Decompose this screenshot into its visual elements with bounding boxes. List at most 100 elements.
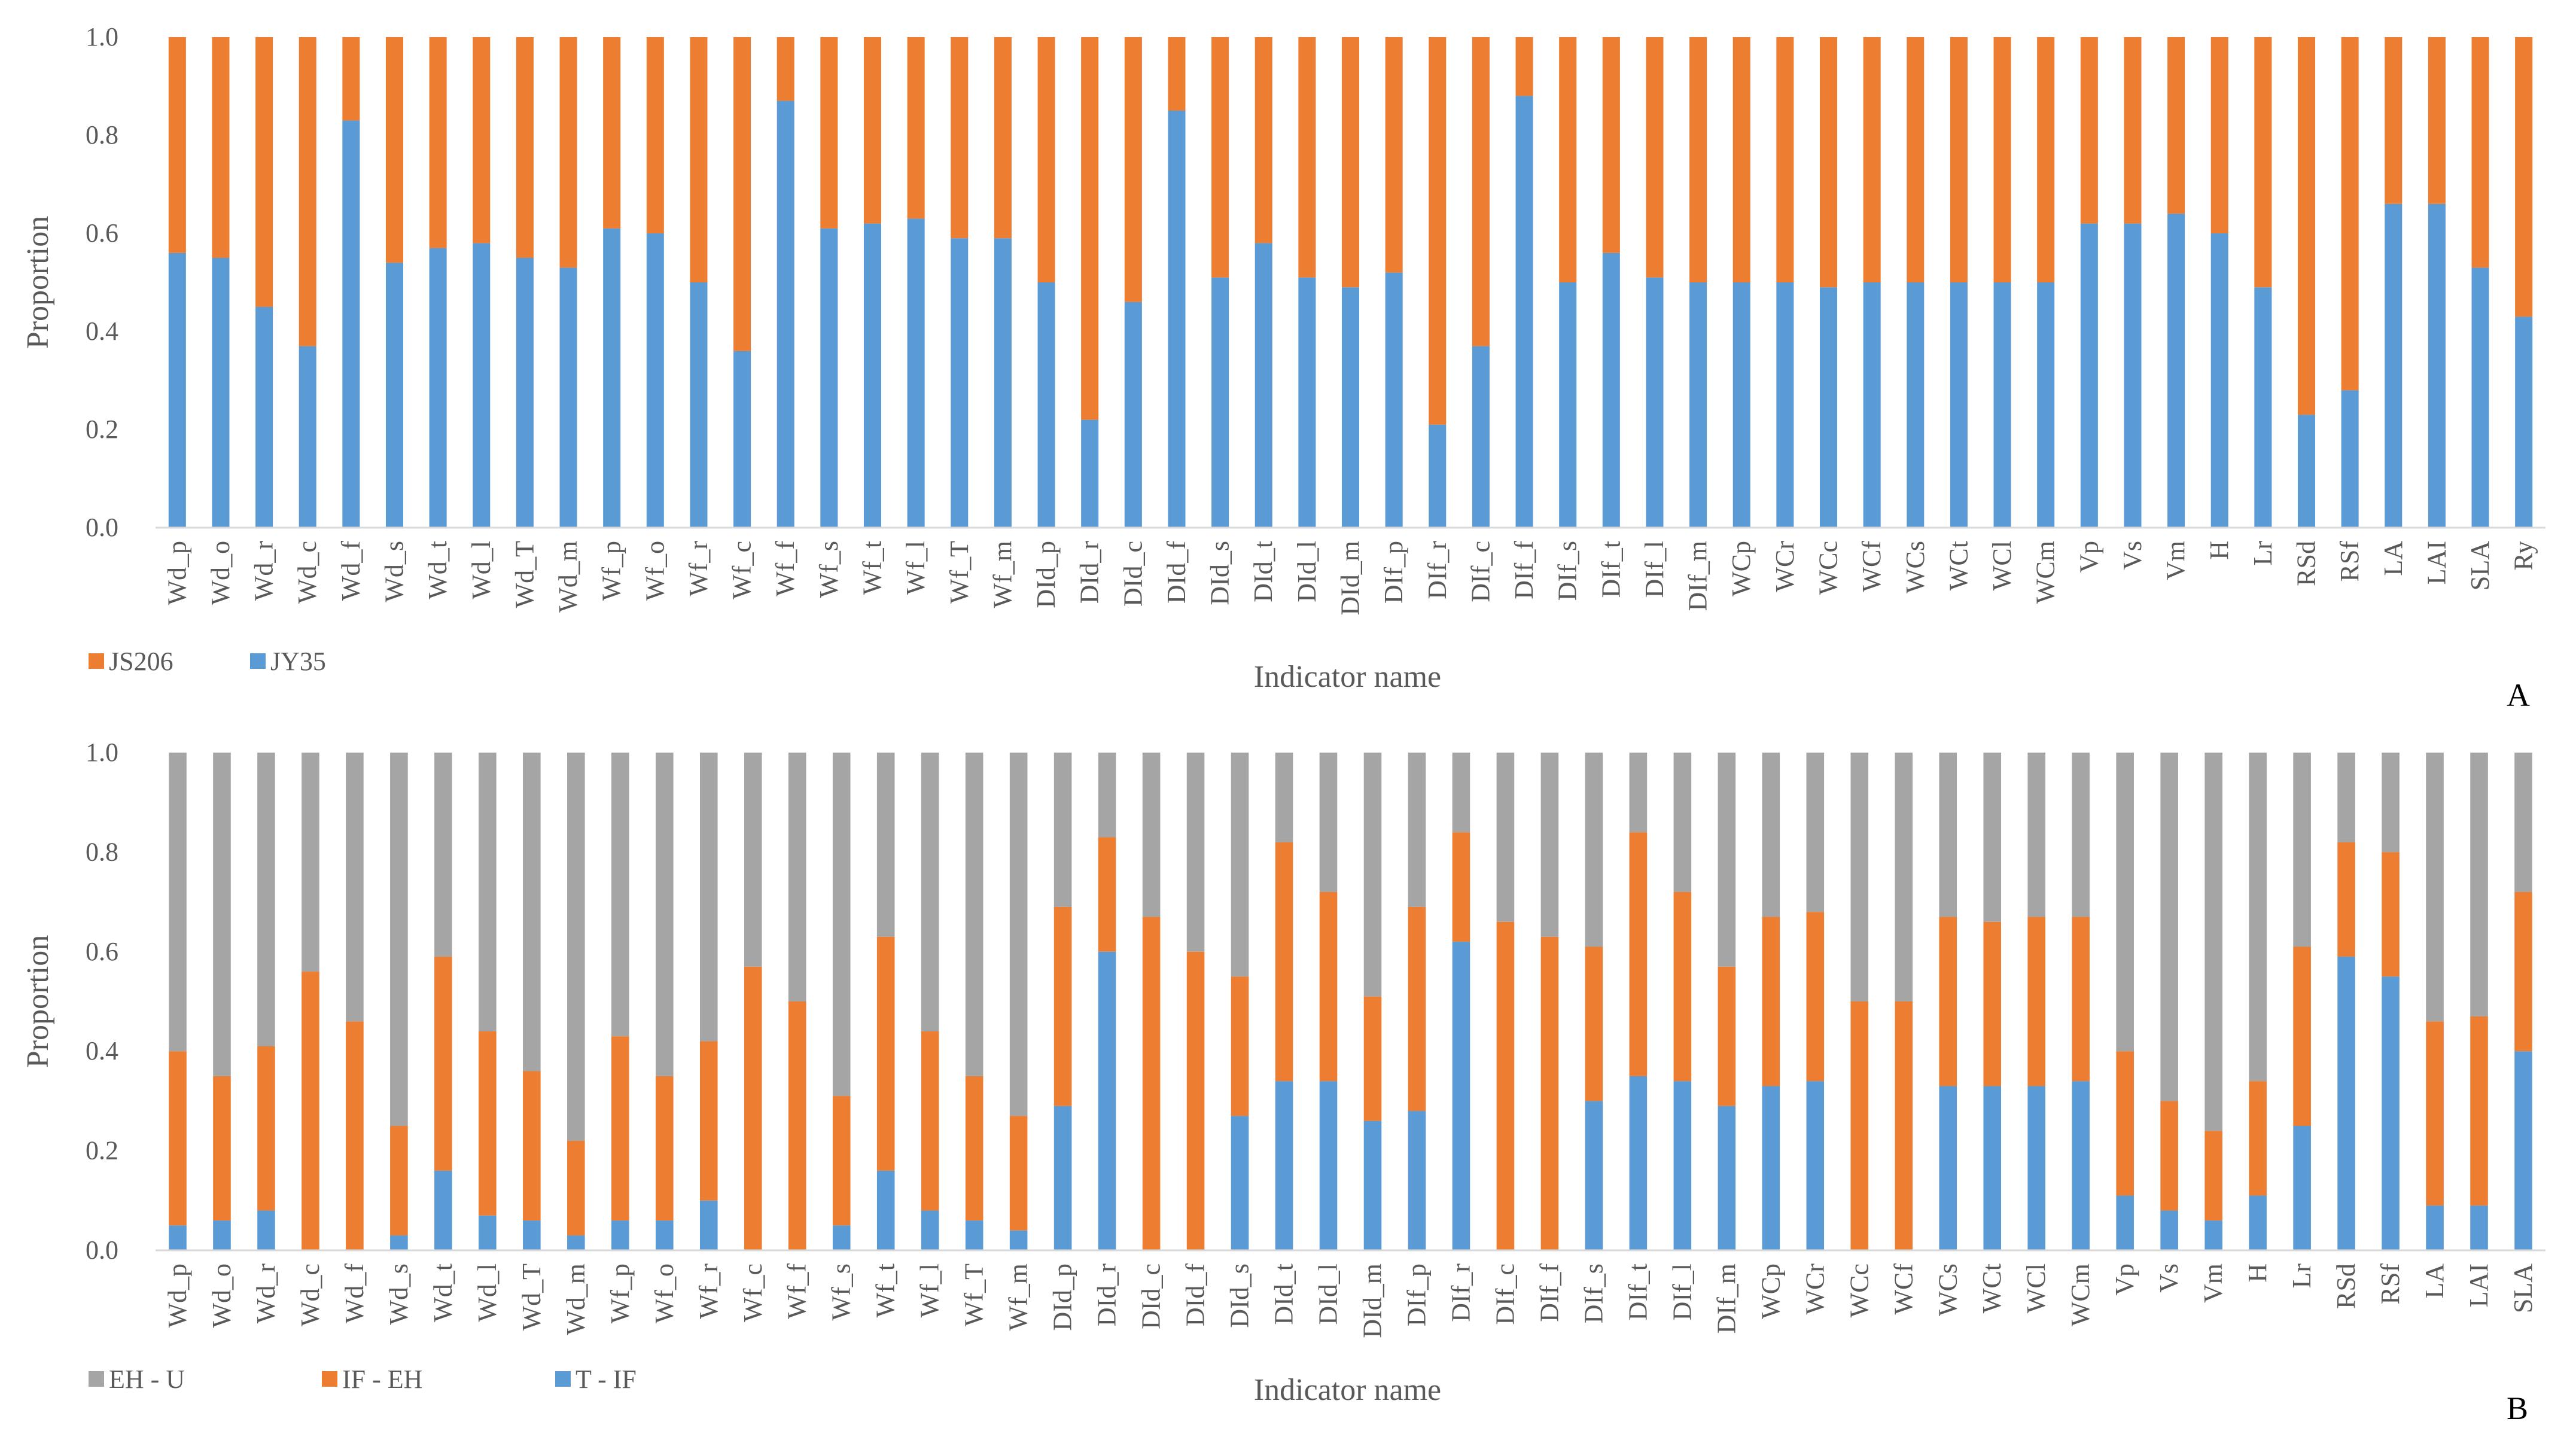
x-tick-label: DId_m xyxy=(1357,1263,1387,1338)
bar-segment-js206-dif_m xyxy=(1689,37,1707,282)
bar-segment-js206-wcr xyxy=(1776,37,1794,282)
chart-panel-A: 0.0 0.2 0.4 0.6 0.8 1.0 Proportion Wd_p Wd_o Wd_r… xyxy=(21,22,2545,713)
bar-segment-t-if-vm xyxy=(2204,1220,2222,1250)
bar-segment-if-eh-did_s xyxy=(1231,976,1249,1116)
x-tick-label: RSf xyxy=(2376,1263,2405,1305)
x-tick-label: Wd_t xyxy=(423,541,452,599)
bar-segment-js206-sla xyxy=(2471,37,2489,268)
bar-segment-jy35-did_m xyxy=(1341,287,1360,528)
x-tick-label: DIf_t xyxy=(1623,1263,1652,1320)
bar-segment-if-eh-lai xyxy=(2470,1016,2488,1206)
bar-segment-eh-u-wcs xyxy=(1939,753,1957,917)
x-tick-label: DId_c xyxy=(1137,1263,1166,1329)
bars xyxy=(168,37,2533,528)
x-tick-label: LA xyxy=(2379,541,2408,576)
x-tick-label: Vp xyxy=(2110,1263,2139,1296)
bar-segment-t-if-wcr xyxy=(1806,1081,1825,1250)
bar-segment-eh-u-wf_t xyxy=(876,753,895,937)
legend-swatch-if-eh xyxy=(322,1371,337,1387)
bar-segment-eh-u-dif_t xyxy=(1629,753,1648,833)
bar-segment-jy35-wcp xyxy=(1732,282,1750,528)
bar-segment-jy35-wf_t xyxy=(951,238,969,528)
bar-segment-t-if-did_s xyxy=(1231,1116,1249,1250)
bar-segment-eh-u-wd_c xyxy=(302,753,319,972)
x-tick-label: DId_c xyxy=(1118,541,1147,607)
bar-segment-t-if-wf_p xyxy=(611,1220,629,1250)
bar-segment-js206-wcs xyxy=(1907,37,1925,282)
bar-segment-if-eh-wcc xyxy=(1850,1001,1869,1250)
bar-segment-t-if-sla xyxy=(2514,1051,2532,1250)
x-tick-label: WCf xyxy=(1857,541,1886,592)
x-tick-label: DId_t xyxy=(1269,1263,1299,1325)
bar-segment-if-eh-wf_f xyxy=(788,1001,806,1250)
x-tick-label: DIf_m xyxy=(1683,541,1713,611)
bar-segment-eh-u-wd_l xyxy=(479,753,497,1031)
bar-segment-if-eh-dif_t xyxy=(1629,832,1648,1076)
y-tick-label: 0.4 xyxy=(86,1036,118,1065)
bar-segment-t-if-dif_l xyxy=(1673,1081,1692,1250)
bar-segment-eh-u-did_c xyxy=(1142,753,1161,917)
x-tick-label: WCm xyxy=(2031,541,2060,604)
bar-segment-js206-wcp xyxy=(1732,37,1750,282)
bar-segment-jy35-ry xyxy=(2515,316,2533,528)
bar-segment-eh-u-wd_p xyxy=(169,753,187,1052)
bar-segment-js206-wd_f xyxy=(342,37,360,121)
bar-segment-if-eh-wf_s xyxy=(832,1096,851,1226)
bar-segment-if-eh-wf_l xyxy=(921,1031,939,1211)
x-tick-label: WCt xyxy=(1944,541,1973,590)
bar-segment-jy35-sla xyxy=(2471,267,2489,528)
y-tick-label: 0.0 xyxy=(86,1235,118,1265)
x-tick-label: Wd_l xyxy=(473,1263,502,1322)
bar-segment-t-if-wct xyxy=(1983,1086,2002,1250)
x-tick-label: WCc xyxy=(1814,541,1843,595)
bar-segment-if-eh-did_t xyxy=(1275,842,1293,1082)
bar-segment-eh-u-dif_r xyxy=(1452,753,1470,833)
x-tick-label: Wf_o xyxy=(650,1263,679,1323)
x-tick-label: Wf_l xyxy=(915,1263,945,1317)
bar-segment-if-eh-dif_c xyxy=(1496,921,1515,1250)
bar-segment-eh-u-wcc xyxy=(1850,753,1869,1001)
bar-segment-eh-u-wd_f xyxy=(346,753,364,1022)
bar-segment-eh-u-dif_p xyxy=(1408,753,1426,907)
bar-segment-eh-u-wf_p xyxy=(611,753,629,1037)
bar-segment-eh-u-rsf xyxy=(2382,753,2400,853)
x-tick-label: Wf_r xyxy=(694,1263,723,1319)
bar-segment-jy35-did_l xyxy=(1298,277,1316,528)
bar-segment-t-if-vp xyxy=(2116,1195,2134,1250)
x-tick-label: DIf_c xyxy=(1466,541,1495,602)
x-tick-label: H xyxy=(2204,541,2234,560)
bar-segment-jy35-vm xyxy=(2167,214,2185,528)
x-tick-label: Wf_r xyxy=(684,541,713,596)
panel-label: A xyxy=(2507,677,2530,713)
x-tick-label: Wf_s xyxy=(827,1263,856,1320)
bar-segment-js206-wf_r xyxy=(690,37,708,282)
x-tick-label: Wd_r xyxy=(249,541,279,601)
x-axis-title: Indicator name xyxy=(1254,660,1441,694)
x-tick-label: Wf_m xyxy=(988,541,1017,608)
bar-segment-eh-u-wct xyxy=(1983,753,2002,922)
x-tick-label: DId_s xyxy=(1225,1263,1254,1328)
x-tick-label: DIf_r xyxy=(1423,541,1452,599)
bar-segment-if-eh-vs xyxy=(2160,1101,2178,1211)
bar-segment-if-eh-dif_r xyxy=(1452,832,1470,942)
x-tick-label: WCm xyxy=(2066,1263,2095,1326)
x-tick-label: DIf_p xyxy=(1379,541,1408,604)
x-tick-label: RSd xyxy=(2331,1263,2361,1309)
x-axis-title: Indicator name xyxy=(1254,1373,1441,1407)
bar-segment-js206-wcm xyxy=(2037,37,2055,282)
bar-segment-js206-did_s xyxy=(1211,37,1229,278)
bar-segment-eh-u-wf_c xyxy=(744,753,762,967)
x-tick-label: Wd_f xyxy=(336,541,366,601)
x-tick-label: Wd_o xyxy=(206,541,235,605)
bar-segment-eh-u-dif_m xyxy=(1718,753,1736,967)
bar-segment-eh-u-dif_c xyxy=(1496,753,1515,922)
bar-segment-t-if-wf_t xyxy=(876,1170,895,1250)
bar-segment-jy35-did_p xyxy=(1037,282,1055,528)
legend-swatch-js206 xyxy=(89,653,104,669)
x-tick-label: Wd_c xyxy=(296,1263,325,1326)
legend-label: IF - EH xyxy=(342,1365,422,1394)
bar-segment-t-if-wd_s xyxy=(390,1235,408,1250)
bar-segment-js206-did_l xyxy=(1298,37,1316,278)
bar-segment-jy35-dif_l xyxy=(1646,277,1664,528)
x-tick-label: Wd_T xyxy=(517,1263,546,1331)
